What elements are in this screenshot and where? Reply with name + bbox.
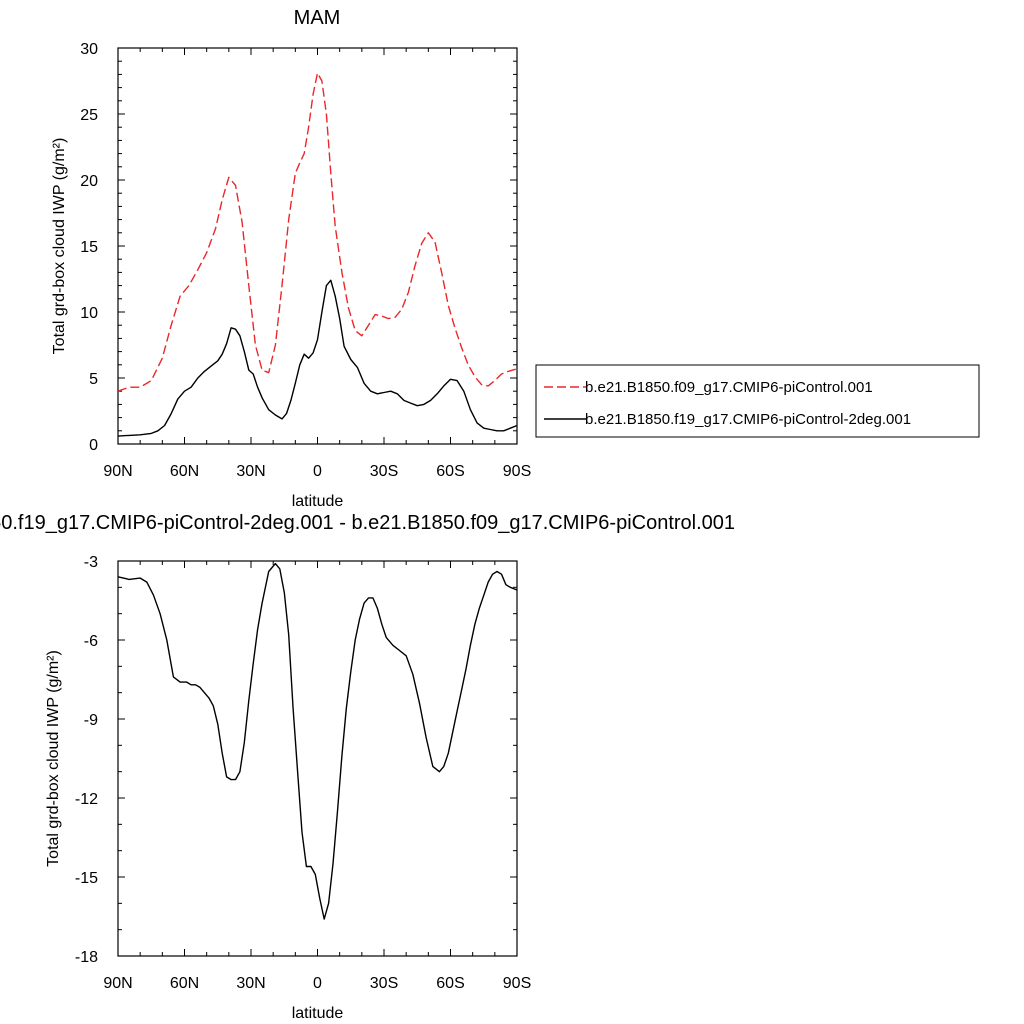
legend-label-2: b.e21.B1850.f19_g17.CMIP6-piControl-2deg… <box>585 411 911 428</box>
y-tick-label: 15 <box>80 239 98 256</box>
y-axis-label: Total grd-box cloud IWP (g/m²) <box>51 138 68 355</box>
y-tick-label: -6 <box>84 633 98 650</box>
legend-label-1: b.e21.B1850.f09_g17.CMIP6-piControl.001 <box>585 379 873 396</box>
x-tick-label: 30S <box>370 975 398 992</box>
x-tick-label: 60N <box>170 975 199 992</box>
y-tick-label: -15 <box>75 870 98 887</box>
series-line-1 <box>117 72 518 392</box>
x-tick-label: 30N <box>236 463 265 480</box>
chart-title: b.e21.B1850.f19_g17.CMIP6-piControl-2deg… <box>0 512 735 534</box>
y-axis-label: Total grd-box cloud IWP (g/m²) <box>45 650 62 867</box>
y-tick-label: 5 <box>89 371 98 388</box>
x-tick-label: 60S <box>436 975 464 992</box>
y-tick-label: 0 <box>89 437 98 454</box>
x-tick-label: 60S <box>436 463 464 480</box>
y-tick-label: 20 <box>80 173 98 190</box>
y-tick-label: -3 <box>84 554 98 571</box>
chart-panel-2: b.e21.B1850.f19_g17.CMIP6-piControl-2deg… <box>0 512 735 1022</box>
x-tick-label: 30N <box>236 975 265 992</box>
legend: b.e21.B1850.f09_g17.CMIP6-piControl.001b… <box>535 364 980 438</box>
x-tick-label: 90S <box>503 463 531 480</box>
chart-title: MAM <box>294 7 341 29</box>
x-tick-label: 0 <box>313 975 322 992</box>
series-line-1 <box>117 562 518 920</box>
y-tick-label: -18 <box>75 949 98 966</box>
plot-frame <box>117 47 518 445</box>
y-tick-label: 25 <box>80 107 98 124</box>
series-line-2 <box>117 279 518 437</box>
x-axis-label: latitude <box>292 493 344 510</box>
y-tick-label: -12 <box>75 791 98 808</box>
x-tick-label: 90N <box>103 463 132 480</box>
y-tick-label: 10 <box>80 305 98 322</box>
x-tick-label: 90N <box>103 975 132 992</box>
x-tick-label: 90S <box>503 975 531 992</box>
y-tick-label: 30 <box>80 41 98 58</box>
legend-box <box>535 364 980 438</box>
x-tick-label: 30S <box>370 463 398 480</box>
x-axis-label: latitude <box>292 1005 344 1022</box>
plot-frame <box>117 560 518 957</box>
x-tick-label: 60N <box>170 463 199 480</box>
y-tick-label: -9 <box>84 712 98 729</box>
chart-panel-1: MAM 90N 60N 30N 0 30S 60S 90S 0 5 10 15 20 25 30 latitu… <box>51 7 980 510</box>
x-tick-label: 0 <box>313 463 322 480</box>
